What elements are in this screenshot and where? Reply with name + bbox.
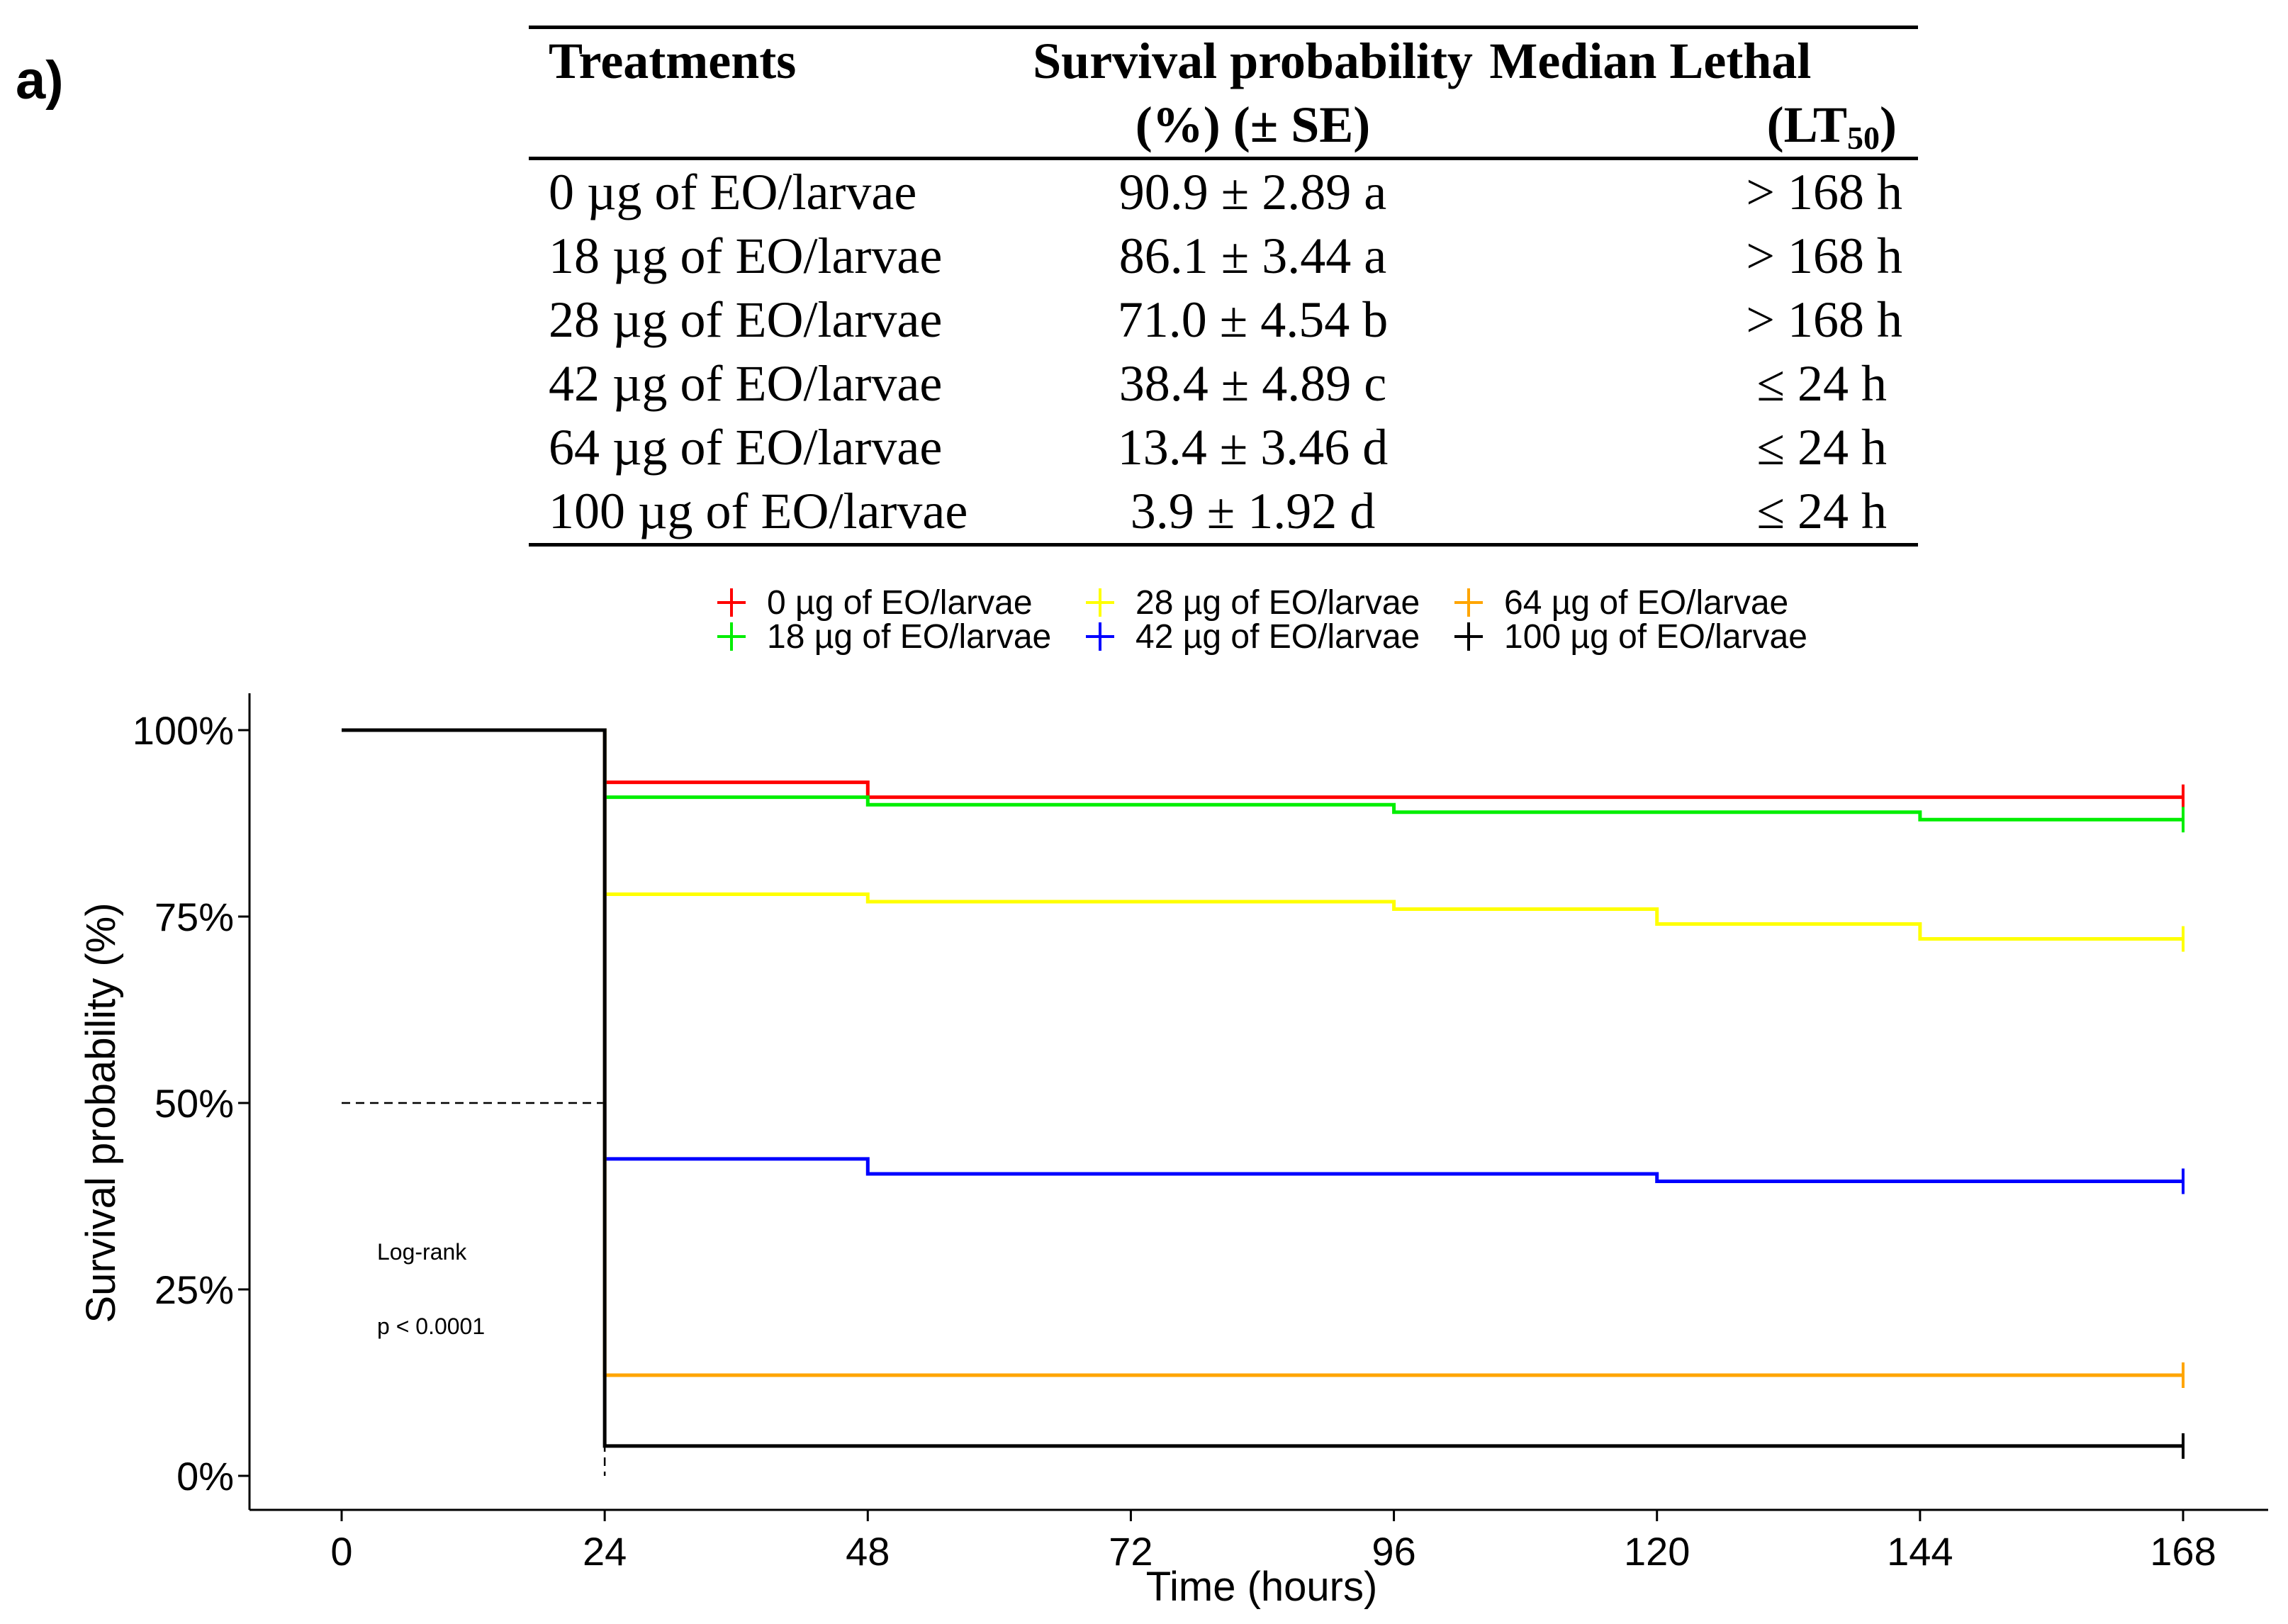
y-tick-label: 0% [176, 1454, 234, 1499]
x-tick-label: 48 [846, 1529, 890, 1574]
table-row: 42 µg of EO/larvae 38.4 ± 4.89 c ≤ 24 h [529, 352, 1918, 415]
cell-lt50: ≤ 24 h [1756, 483, 1887, 539]
cell-survival: 38.4 ± 4.89 c [1118, 355, 1387, 412]
header-median-suffix: ) [1880, 96, 1897, 153]
x-tick-label: 120 [1624, 1529, 1690, 1574]
table-row: 64 µg of EO/larvae 13.4 ± 3.46 d ≤ 24 h [529, 415, 1918, 479]
x-axis-label: Time (hours) [1146, 1564, 1378, 1610]
cell-treatment: 42 µg of EO/larvae [549, 355, 943, 412]
header-survival-line2: (%) (± SE) [1135, 96, 1371, 153]
header-survival: Survival probability (%) (± SE) [1028, 28, 1479, 159]
survival-curve [342, 728, 2183, 1377]
cell-lt50: ≤ 24 h [1756, 355, 1887, 412]
cell-survival: 13.4 ± 3.46 d [1117, 419, 1389, 476]
legend-label: 18 µg of EO/larvae [767, 618, 1051, 656]
panel-label: a) [16, 50, 64, 111]
legend-label: 28 µg of EO/larvae [1135, 584, 1420, 622]
cell-treatment: 64 µg of EO/larvae [549, 419, 943, 476]
cell-lt50: > 168 h [1746, 291, 1902, 348]
x-tick-label: 0 [330, 1529, 352, 1574]
cell-treatment: 0 µg of EO/larvae [549, 164, 917, 220]
x-tick-label: 24 [583, 1529, 627, 1574]
x-tick-label: 72 [1109, 1529, 1153, 1574]
table-header-row: Treatments Survival probability (%) (± S… [529, 27, 1918, 159]
header-median-sub: 50 [1847, 120, 1880, 156]
header-median-prefix: (LT [1766, 96, 1848, 153]
header-median-lethal: Median Lethal (LT50) [1478, 28, 1918, 159]
legend-label: 42 µg of EO/larvae [1135, 618, 1420, 656]
y-tick-label: 75% [155, 895, 234, 939]
table-row: 100 µg of EO/larvae 3.9 ± 1.92 d ≤ 24 h [529, 479, 1918, 545]
cell-survival: 3.9 ± 1.92 d [1130, 483, 1376, 539]
cell-survival: 71.0 ± 4.54 b [1117, 291, 1389, 348]
chart-series [342, 728, 2185, 1459]
cell-lt50: > 168 h [1746, 228, 1902, 284]
cell-treatment: 100 µg of EO/larvae [549, 483, 968, 539]
cell-treatment: 28 µg of EO/larvae [549, 291, 943, 348]
table-row: 28 µg of EO/larvae 71.0 ± 4.54 b > 168 h [529, 288, 1918, 352]
survival-curve [342, 728, 2183, 941]
y-tick-label: 50% [155, 1081, 234, 1126]
annotation-p-value: p < 0.0001 [377, 1314, 485, 1339]
y-tick-label: 25% [155, 1267, 234, 1312]
table-row: 18 µg of EO/larvae 86.1 ± 3.44 a > 168 h [529, 224, 1918, 288]
survival-curve [342, 728, 2183, 1448]
survival-curve [342, 728, 2183, 800]
x-tick-label: 96 [1372, 1529, 1415, 1574]
header-median-line1: Median Lethal [1489, 33, 1812, 89]
cell-survival: 86.1 ± 3.44 a [1118, 228, 1387, 284]
x-tick-label: 144 [1887, 1529, 1953, 1574]
cell-survival: 90.9 ± 2.89 a [1118, 164, 1387, 220]
chart-axes: 0% 25% 50% 75% 100% 0 24 48 72 96 120 144 168 [133, 693, 2268, 1574]
header-survival-line1: Survival probability [1033, 33, 1473, 89]
table-row: 0 µg of EO/larvae 90.9 ± 2.89 a > 168 h [529, 159, 1918, 225]
y-axis-label: Survival probability (%) [78, 902, 124, 1323]
cell-lt50: > 168 h [1746, 164, 1902, 220]
header-median-line2: (LT50) [1489, 93, 1918, 157]
cell-lt50: ≤ 24 h [1756, 419, 1887, 476]
legend-label: 64 µg of EO/larvae [1504, 584, 1788, 622]
header-treatments: Treatments [549, 33, 797, 89]
cell-treatment: 18 µg of EO/larvae [549, 228, 943, 284]
legend-label: 100 µg of EO/larvae [1504, 618, 1807, 656]
annotation-log-rank: Log-rank [377, 1239, 467, 1265]
x-tick-label: 168 [2150, 1529, 2216, 1574]
y-tick-label: 100% [133, 708, 234, 753]
legend-label: 0 µg of EO/larvae [767, 584, 1033, 622]
results-table: Treatments Survival probability (%) (± S… [529, 26, 1918, 547]
survival-curve [342, 728, 2183, 822]
